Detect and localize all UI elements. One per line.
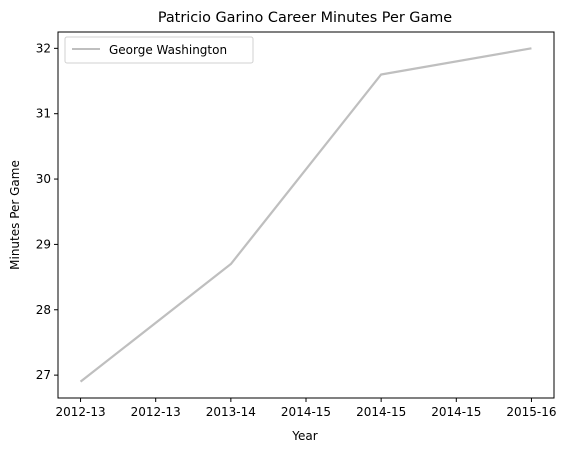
- x-tick-label: 2015-16: [506, 405, 556, 419]
- legend-label: George Washington: [109, 43, 227, 57]
- x-tick-label: 2013-14: [206, 405, 256, 419]
- y-tick-label: 28: [36, 303, 51, 317]
- axes-frame: [57, 31, 555, 399]
- x-tick-label: 2012-13: [55, 405, 105, 419]
- y-axis-label: Minutes Per Game: [8, 160, 22, 270]
- series-line-0: [79, 47, 532, 383]
- y-tick-label: 31: [36, 107, 51, 121]
- y-tick-label: 27: [36, 368, 51, 382]
- y-tick-label: 29: [36, 237, 51, 251]
- legend: George Washington: [64, 36, 254, 64]
- series-layer: [79, 47, 532, 383]
- x-axis: 2012-13 2012-13 2013-14 2014-15 2014-15 2014-…: [55, 398, 557, 419]
- legend-box: [64, 36, 254, 64]
- plot-area: [57, 31, 555, 399]
- x-tick-label: 2014-15: [281, 405, 331, 419]
- x-tick-label: 2014-15: [356, 405, 406, 419]
- y-axis: 27 28 29 30 31 32: [36, 41, 58, 382]
- x-axis-label: Year: [291, 429, 317, 443]
- y-tick-label: 32: [36, 41, 51, 55]
- y-tick-label: 30: [36, 172, 51, 186]
- x-tick-label: 2012-13: [131, 405, 181, 419]
- x-tick-label: 2014-15: [431, 405, 481, 419]
- chart-title: Patricio Garino Career Minutes Per Game: [158, 10, 452, 26]
